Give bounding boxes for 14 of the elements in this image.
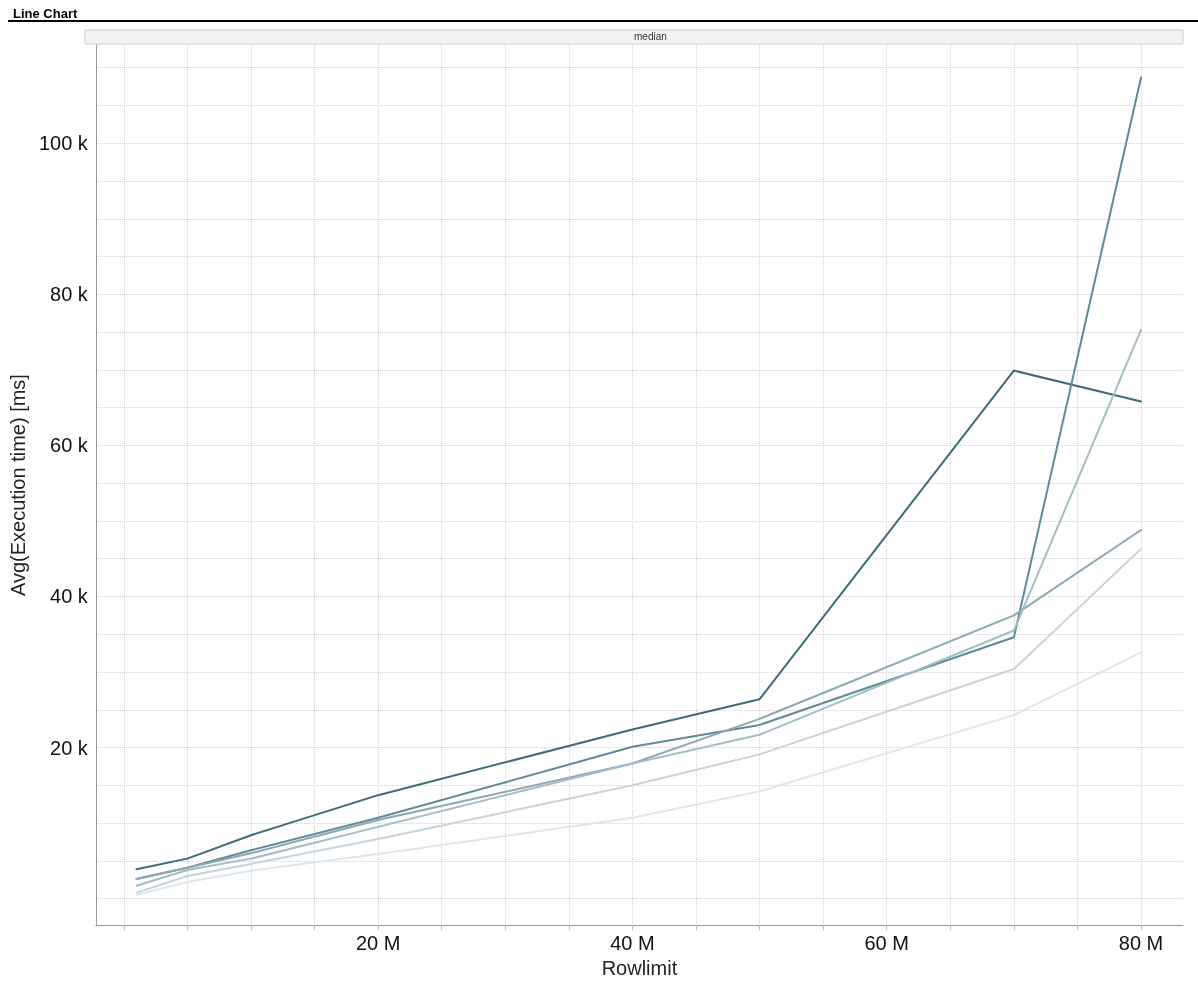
x-tick-label: 40 M (610, 932, 655, 955)
y-tick-label: 80 k (50, 283, 89, 306)
line-series (135, 651, 1143, 896)
chart-subtitle: median (633, 30, 667, 42)
y-tick-label: 100 k (38, 132, 89, 155)
y-tick-label: 40 k (50, 585, 89, 608)
y-tick-label: 60 k (50, 434, 89, 457)
y-tick-label: 20 k (50, 736, 89, 759)
x-tick-label: 60 M (864, 932, 909, 955)
y-axis-title: Avg(Execution time) [ms] (7, 374, 29, 597)
x-tick-label: 80 M (1118, 932, 1164, 955)
x-axis-title: Rowlimit (601, 957, 678, 979)
chart-title: Line Chart (13, 6, 78, 21)
x-tick-label: 20 M (355, 932, 401, 955)
